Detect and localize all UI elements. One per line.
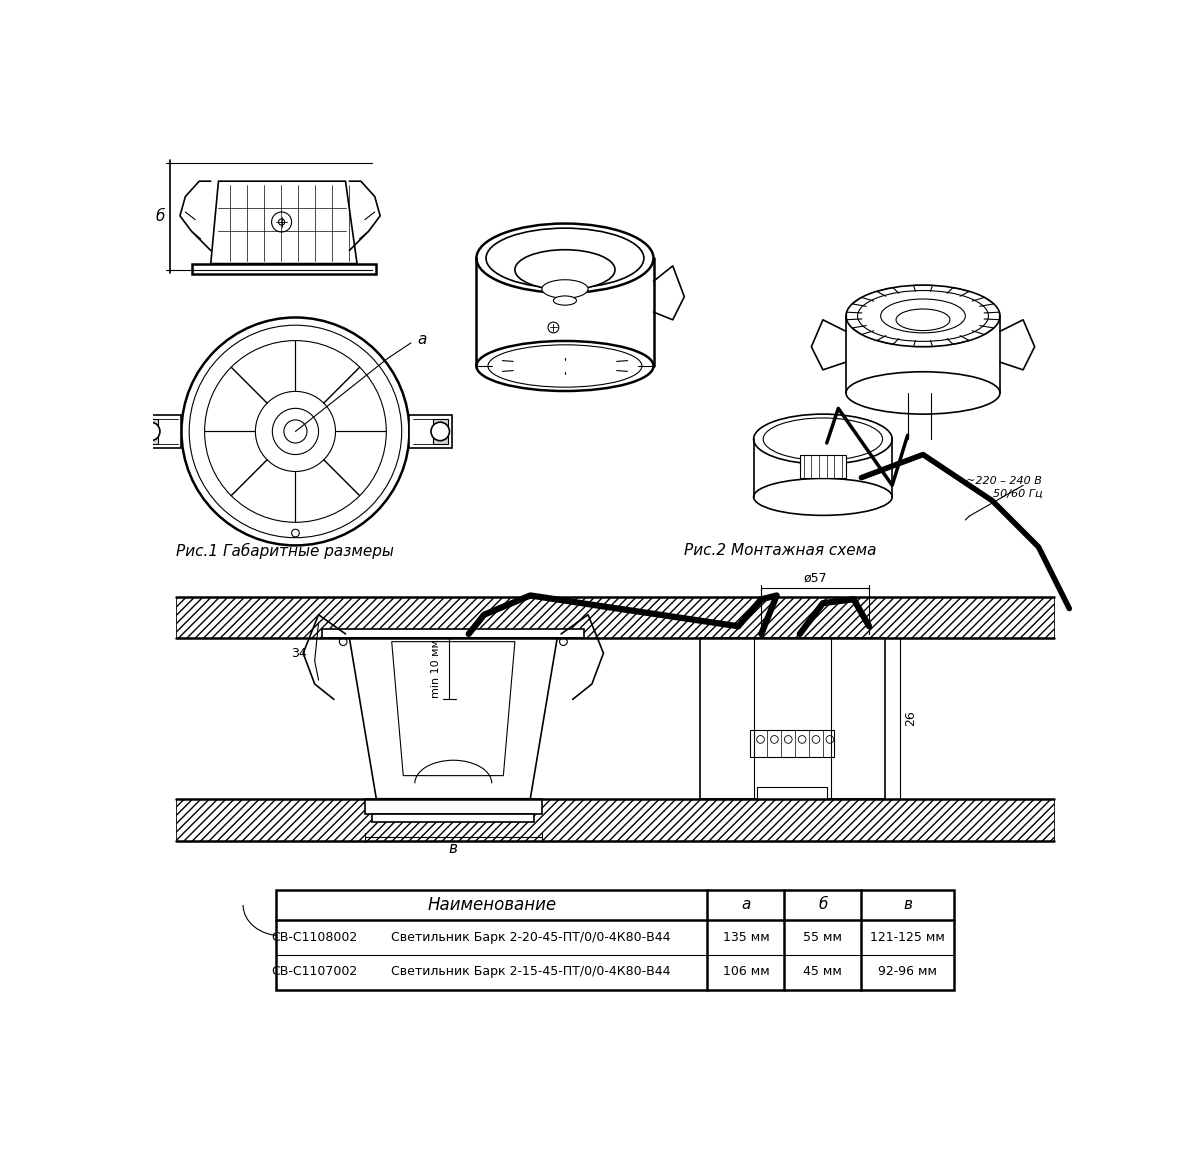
Bar bbox=[176, 798, 1054, 841]
Polygon shape bbox=[391, 642, 515, 775]
Text: min 10 мм: min 10 мм bbox=[431, 639, 440, 698]
Text: ø57: ø57 bbox=[803, 572, 827, 585]
Ellipse shape bbox=[754, 414, 892, 464]
Bar bbox=[323, 628, 584, 638]
Text: 92-96 мм: 92-96 мм bbox=[878, 965, 937, 979]
Circle shape bbox=[256, 391, 336, 472]
Text: 34: 34 bbox=[292, 647, 307, 659]
Text: а: а bbox=[418, 332, 427, 347]
Text: СВ-С1107002: СВ-С1107002 bbox=[271, 965, 358, 979]
Bar bbox=[372, 815, 534, 821]
Circle shape bbox=[271, 212, 292, 233]
Text: 55 мм: 55 мм bbox=[804, 931, 842, 944]
Text: 121-125 мм: 121-125 мм bbox=[870, 931, 946, 944]
Bar bbox=[409, 414, 451, 449]
Text: б: б bbox=[818, 898, 828, 913]
Circle shape bbox=[431, 422, 450, 441]
Text: 135 мм: 135 мм bbox=[722, 931, 769, 944]
Ellipse shape bbox=[553, 296, 576, 305]
Circle shape bbox=[190, 325, 402, 538]
Text: 45 мм: 45 мм bbox=[804, 965, 842, 979]
Text: в: в bbox=[904, 898, 912, 913]
Bar bbox=[143, 419, 158, 444]
Ellipse shape bbox=[846, 285, 1000, 347]
Text: 50/60 Гц: 50/60 Гц bbox=[992, 488, 1043, 498]
Ellipse shape bbox=[896, 309, 950, 331]
Bar bbox=[276, 890, 954, 989]
Ellipse shape bbox=[486, 228, 644, 288]
Bar bbox=[750, 730, 834, 757]
Ellipse shape bbox=[515, 250, 616, 289]
Text: СВ-С1108002: СВ-С1108002 bbox=[271, 931, 358, 944]
Text: б: б bbox=[156, 209, 166, 224]
Ellipse shape bbox=[754, 478, 892, 515]
Bar bbox=[700, 638, 884, 798]
Circle shape bbox=[142, 422, 160, 441]
Ellipse shape bbox=[858, 290, 989, 341]
Circle shape bbox=[181, 317, 409, 545]
Text: 26: 26 bbox=[904, 710, 917, 727]
Text: ~220 – 240 В: ~220 – 240 В bbox=[966, 477, 1043, 486]
Text: в: в bbox=[449, 840, 458, 855]
Text: Рис.2 Монтажная схема: Рис.2 Монтажная схема bbox=[684, 544, 877, 559]
Ellipse shape bbox=[881, 299, 965, 333]
Ellipse shape bbox=[846, 371, 1000, 414]
Bar bbox=[757, 787, 827, 798]
Ellipse shape bbox=[763, 418, 882, 460]
Bar bbox=[432, 419, 448, 444]
Ellipse shape bbox=[488, 345, 642, 388]
Text: Светильник Барк 2-20-45-ПТ/0/0-4К80-В44: Светильник Барк 2-20-45-ПТ/0/0-4К80-В44 bbox=[390, 931, 670, 944]
Circle shape bbox=[204, 340, 386, 522]
Polygon shape bbox=[349, 638, 557, 798]
Text: Наименование: Наименование bbox=[427, 896, 557, 914]
Bar bbox=[800, 455, 846, 478]
Text: а: а bbox=[742, 898, 750, 913]
Text: 106 мм: 106 мм bbox=[722, 965, 769, 979]
Ellipse shape bbox=[476, 341, 654, 391]
Ellipse shape bbox=[476, 223, 654, 293]
Text: Рис.1 Габаритные размеры: Рис.1 Габаритные размеры bbox=[176, 543, 394, 559]
Polygon shape bbox=[211, 182, 358, 264]
Bar bbox=[192, 264, 377, 273]
Ellipse shape bbox=[542, 280, 588, 299]
Circle shape bbox=[278, 219, 284, 226]
Bar bbox=[139, 414, 181, 449]
Bar bbox=[176, 597, 1054, 638]
Circle shape bbox=[272, 408, 318, 455]
Text: Светильник Барк 2-15-45-ПТ/0/0-4К80-В44: Светильник Барк 2-15-45-ПТ/0/0-4К80-В44 bbox=[390, 965, 670, 979]
Bar bbox=[365, 798, 542, 815]
Circle shape bbox=[284, 420, 307, 443]
